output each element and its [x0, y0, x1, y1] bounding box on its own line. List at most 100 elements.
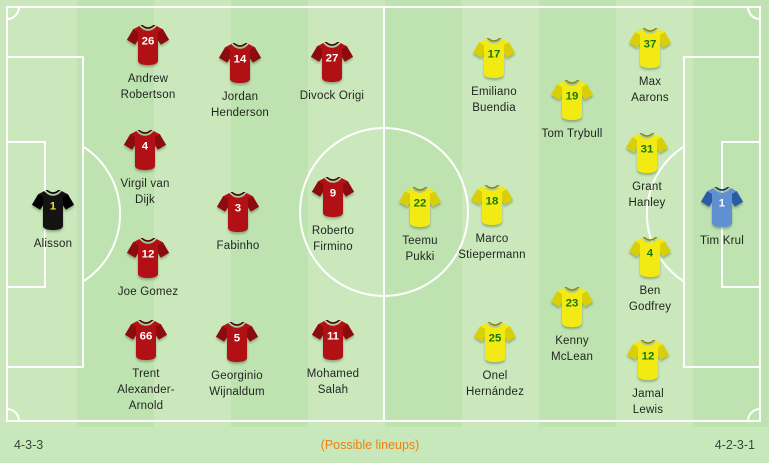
jersey-number: 19: [566, 91, 579, 103]
jersey-icon: 12: [625, 340, 671, 382]
player-name-line: Godfrey: [628, 301, 672, 313]
jersey-number: 3: [235, 203, 241, 215]
jersey-icon: 1: [699, 187, 745, 229]
player-georginio-wijnaldum[interactable]: 5 Georginio Wijnaldum: [177, 322, 297, 400]
player-name: Ben Godfrey: [629, 283, 671, 315]
jersey-number: 11: [327, 331, 340, 343]
player-name-line: Onel: [482, 370, 508, 382]
jersey-number: 31: [641, 144, 654, 156]
player-name-line: Joe Gomez: [117, 286, 179, 298]
player-name-line: Alexander-: [117, 384, 175, 396]
player-name: Grant Hanley: [629, 179, 666, 211]
corner-arc: [747, 408, 761, 422]
jersey-icon: 14: [217, 43, 263, 85]
jersey-icon: 19: [549, 80, 595, 122]
player-name: Onel Hernández: [466, 368, 524, 400]
player-kenny-mclean[interactable]: 23 Kenny McLean: [512, 287, 632, 365]
player-name: Andrew Robertson: [121, 71, 176, 103]
player-name-line: Kenny: [555, 335, 589, 347]
jersey-number: 26: [142, 36, 155, 48]
player-alisson[interactable]: 1 Alisson: [0, 190, 113, 252]
player-jordan-henderson[interactable]: 14 Jordan Henderson: [180, 43, 300, 121]
jersey-icon: 5: [214, 322, 260, 364]
player-trent-alexander-arnold[interactable]: 66 Trent Alexander- Arnold: [86, 320, 206, 414]
jersey-icon: 37: [627, 28, 673, 70]
player-roberto-firmino[interactable]: 9 Roberto Firmino: [273, 177, 393, 255]
player-jamal-lewis[interactable]: 12 Jamal Lewis: [588, 340, 708, 418]
player-name-line: Jordan: [221, 91, 259, 103]
player-name: Kenny McLean: [551, 333, 593, 365]
player-name-line: Hernández: [465, 386, 525, 398]
player-tim-krul[interactable]: 1 Tim Krul: [662, 187, 769, 249]
player-name-line: Robertson: [120, 89, 176, 101]
player-name: Alisson: [34, 236, 72, 252]
player-andrew-robertson[interactable]: 26 Andrew Robertson: [88, 25, 208, 103]
jersey-number: 4: [647, 248, 654, 260]
player-name: Emiliano Buendia: [471, 84, 517, 116]
jersey-icon: 26: [125, 25, 171, 67]
player-name: Georginio Wijnaldum: [209, 368, 264, 400]
jersey-number: 4: [142, 141, 149, 153]
player-fabinho[interactable]: 3 Fabinho: [178, 192, 298, 254]
player-name: Joe Gomez: [118, 284, 179, 300]
player-name-line: Wijnaldum: [209, 386, 265, 398]
player-name-line: Aarons: [631, 92, 669, 104]
jersey-icon: 27: [309, 42, 355, 84]
player-name-line: Buendia: [472, 102, 516, 114]
player-name-line: Henderson: [210, 107, 270, 119]
jersey-number: 66: [140, 331, 153, 343]
jersey-icon: 11: [310, 320, 356, 362]
player-name-line: Emiliano: [471, 86, 517, 98]
player-name-line: Marco: [475, 233, 509, 245]
jersey-number: 12: [142, 249, 155, 261]
away-formation-label: 4-2-3-1: [714, 438, 755, 452]
player-max-aarons[interactable]: 37 Max Aarons: [590, 28, 710, 106]
pitch-markings: [6, 6, 761, 422]
jersey-number: 25: [489, 333, 502, 345]
player-name: Trent Alexander- Arnold: [117, 366, 175, 414]
player-mohamed-salah[interactable]: 11 Mohamed Salah: [273, 320, 393, 398]
jersey-icon: 66: [123, 320, 169, 362]
right-penalty-arc: [645, 145, 685, 283]
pitch: 1 Alisson 26 Andrew Robertson 4 Vir: [0, 0, 769, 427]
jersey-icon: 1: [30, 190, 76, 232]
player-teemu-pukki[interactable]: 22 Teemu Pukki: [360, 187, 480, 265]
player-grant-hanley[interactable]: 31 Grant Hanley: [587, 133, 707, 211]
corner-arc: [747, 6, 761, 20]
corner-arc: [6, 6, 20, 20]
player-name-line: Stiepermann: [458, 249, 526, 261]
player-tom-trybull[interactable]: 19 Tom Trybull: [512, 80, 632, 142]
player-onel-hernandez[interactable]: 25 Onel Hernández: [435, 322, 555, 400]
jersey-icon: 4: [627, 237, 673, 279]
player-divock-origi[interactable]: 27 Divock Origi: [272, 42, 392, 104]
player-name-line: Divock Origi: [299, 90, 365, 102]
player-name-line: Andrew: [127, 73, 169, 85]
player-name-line: Pukki: [405, 251, 435, 263]
jersey-icon: 18: [469, 185, 515, 227]
jersey-number: 22: [414, 198, 427, 210]
player-name: Jamal Lewis: [632, 386, 664, 418]
player-name-line: Teemu: [402, 235, 438, 247]
jersey-number: 37: [644, 39, 657, 51]
player-name: Marco Stiepermann: [458, 231, 525, 263]
player-name: Mohamed Salah: [307, 366, 360, 398]
player-emiliano-buendia[interactable]: 17 Emiliano Buendia: [434, 38, 554, 116]
home-formation-label: 4-3-3: [14, 438, 44, 452]
player-ben-godfrey[interactable]: 4 Ben Godfrey: [590, 237, 710, 315]
jersey-icon: 12: [125, 238, 171, 280]
jersey-number: 18: [486, 196, 499, 208]
player-name-line: Hanley: [628, 197, 666, 209]
jersey-icon: 22: [397, 187, 443, 229]
player-name-line: Dijk: [135, 194, 155, 206]
player-name-line: Max: [638, 76, 662, 88]
player-name: Teemu Pukki: [402, 233, 438, 265]
player-name: Max Aarons: [631, 74, 669, 106]
jersey-icon: 3: [215, 192, 261, 234]
player-virgil-van-dijk[interactable]: 4 Virgil van Dijk: [85, 130, 205, 208]
corner-arc: [6, 408, 20, 422]
jersey-number: 14: [234, 54, 247, 66]
jersey-number: 27: [326, 53, 339, 65]
player-joe-gomez[interactable]: 12 Joe Gomez: [88, 238, 208, 300]
player-marco-stiepermann[interactable]: 18 Marco Stiepermann: [432, 185, 552, 263]
player-name-line: Jamal: [632, 388, 664, 400]
